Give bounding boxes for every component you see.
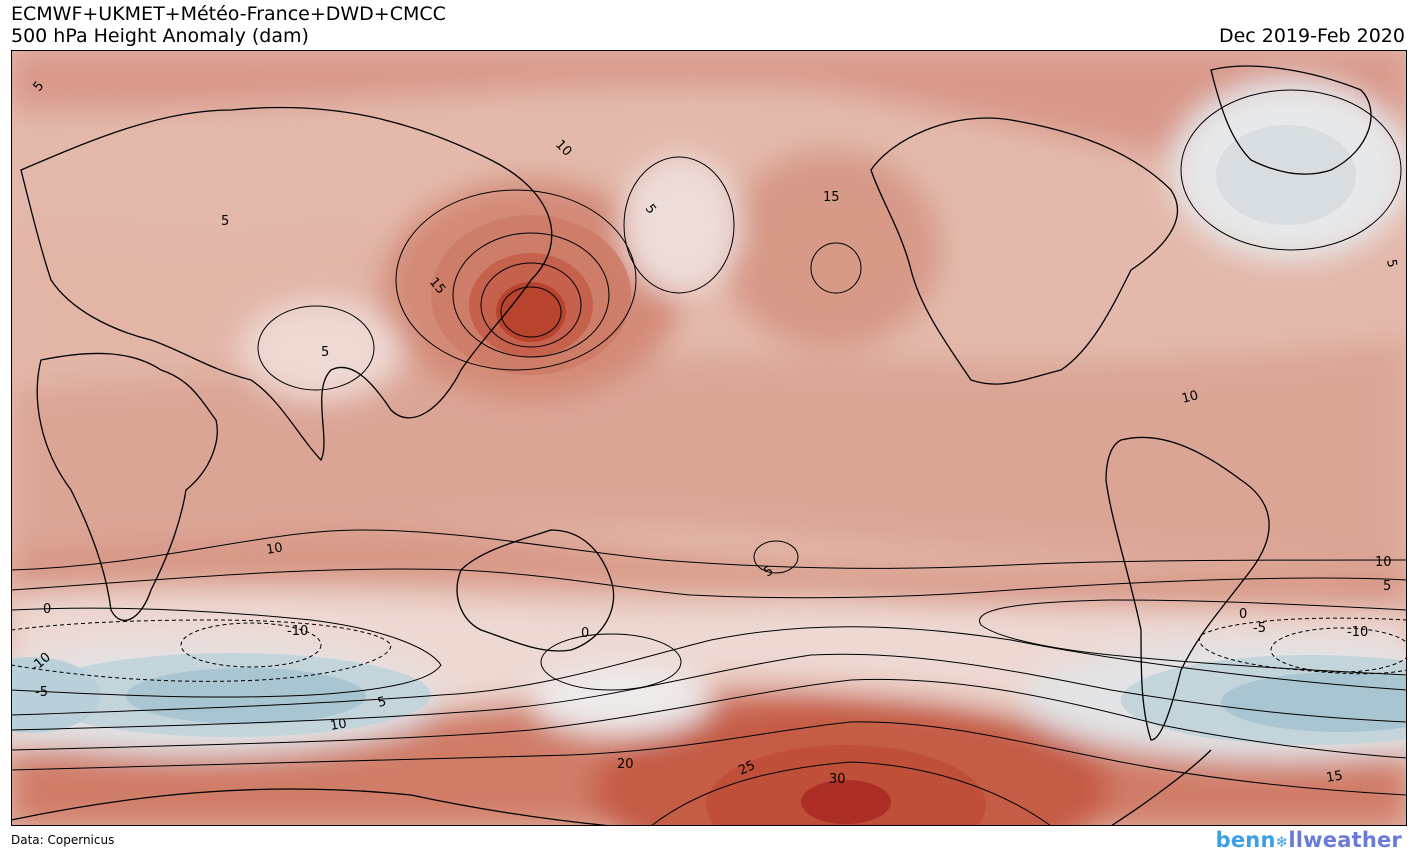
data-source-label: Data: Copernicus	[11, 833, 115, 847]
africa-outline	[36, 352, 218, 622]
contour-sw-minus10	[180, 622, 322, 668]
contour-label: -10	[287, 624, 308, 639]
band-pacific-low	[621, 155, 741, 295]
contour-label: -5	[1253, 621, 1266, 636]
contour-japan-20	[452, 232, 610, 358]
snowflake-icon: ❄	[1275, 833, 1289, 851]
contour-pacific-15	[810, 242, 862, 294]
band-north-warm	[11, 50, 1407, 172]
contour-label: 10	[1375, 555, 1392, 570]
coastlines	[11, 65, 1372, 826]
eurasia-outline	[20, 106, 553, 462]
contour-japan-25	[480, 262, 582, 348]
contour-south-5	[11, 568, 1407, 599]
contour-label: 0	[43, 602, 51, 617]
contour-se-minus5	[1199, 617, 1407, 675]
contour-label: 0	[1239, 607, 1247, 622]
contour-label: 15	[1325, 768, 1344, 786]
brand-logo: benn❄llweather	[1216, 828, 1402, 854]
contour-south-25	[650, 761, 1052, 826]
antarctica-outline	[11, 749, 1212, 826]
contour-pacific-5	[623, 156, 735, 294]
contour-south-20	[11, 721, 1407, 796]
contour-label: 5	[1383, 579, 1391, 594]
contour-japan-30	[500, 286, 562, 338]
greenland-low-core	[1216, 125, 1356, 225]
band-nz-low	[531, 665, 711, 735]
map-frame	[11, 50, 1407, 826]
contour-label: 5	[376, 694, 388, 711]
contour-japan-15	[395, 189, 637, 371]
contour-south-5b	[11, 626, 1407, 716]
greenland-outline	[1210, 65, 1372, 175]
contour-south-10	[11, 529, 1407, 571]
contour-se-minus10	[1270, 627, 1407, 673]
contour-label: 5	[221, 214, 229, 229]
contour-label: 15	[823, 190, 840, 205]
south-america-outline	[1105, 436, 1270, 741]
contour-south-0-west	[11, 607, 442, 698]
contour-label: 0	[581, 626, 589, 641]
brand-text-1: benn	[1215, 828, 1276, 852]
contour-label: 5	[1383, 258, 1399, 269]
australia-outline	[456, 529, 615, 652]
contour-label: 10	[1180, 388, 1200, 407]
anomaly-map: 5 5 5 10 15 15 5 10 10 5 0 -10 -10 -5 0 …	[11, 50, 1407, 826]
band-tropics	[11, 340, 1407, 570]
contour-sw-minus5	[11, 619, 392, 682]
contour-south-15b	[11, 678, 1407, 759]
map-period: Dec 2019-Feb 2020	[1218, 25, 1405, 47]
contour-india-5	[257, 305, 375, 391]
contour-lines	[11, 89, 1407, 826]
north-america-outline	[870, 117, 1178, 385]
contour-nz-0	[540, 633, 682, 691]
contour-label: 5	[321, 345, 329, 360]
map-title-models: ECMWF+UKMET+Météo-France+DWD+CMCC	[11, 3, 446, 25]
contour-label: 10	[265, 540, 284, 558]
contour-label: -10	[1347, 625, 1368, 640]
band-north-pacific-high	[721, 150, 941, 350]
contour-label: 20	[617, 757, 634, 772]
antarctic-core	[801, 780, 891, 824]
japan-high-core	[496, 282, 566, 342]
sw-low-core	[126, 668, 366, 724]
contour-label: 25	[736, 758, 757, 779]
contour-south-10b	[11, 653, 1407, 731]
map-title-variable: 500 hPa Height Anomaly (dam)	[11, 25, 309, 47]
contour-label: 30	[829, 772, 846, 787]
brand-text-2: llweather	[1288, 828, 1402, 852]
contour-label: -5	[35, 685, 48, 700]
contour-south-0-east	[979, 599, 1407, 676]
contour-southpac-5	[753, 540, 799, 574]
band-south-mid	[11, 534, 1407, 619]
contour-label: 10	[329, 716, 348, 734]
contour-greenland-0	[1180, 89, 1402, 251]
